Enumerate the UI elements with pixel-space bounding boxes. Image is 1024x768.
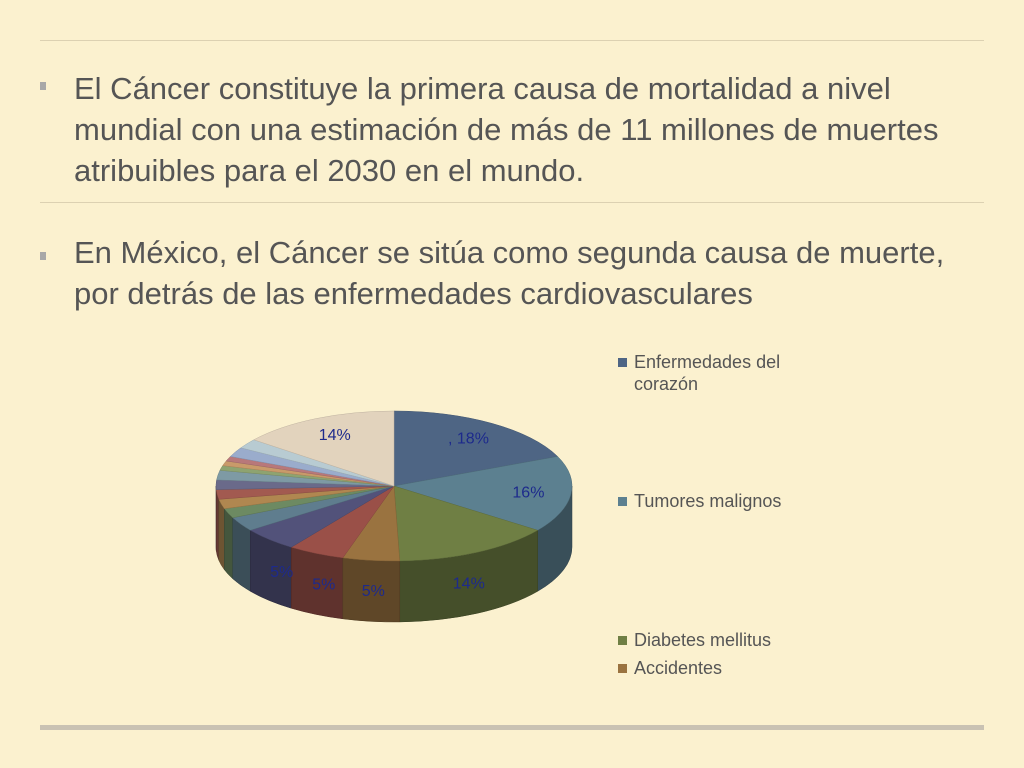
legend-label: Accidentes: [634, 658, 723, 678]
pie-slice-1: [393, 456, 573, 531]
bottom-divider: [40, 725, 984, 730]
pie-side-walls: [215, 485, 573, 623]
bullet-text: El Cáncer constituye la primera causa de…: [74, 71, 939, 188]
legend-swatch: [618, 636, 627, 645]
pie-slice-17: [253, 410, 395, 487]
pie-data-label-3: 5%: [362, 583, 385, 600]
legend-label: Diabetes mellitus: [634, 630, 772, 650]
top-divider: [40, 40, 984, 41]
pie-data-label-17: 14%: [319, 427, 351, 444]
pie-data-label-0: , 18%: [448, 430, 489, 447]
middle-divider: [40, 202, 984, 203]
pie-data-label-4: 5%: [312, 576, 335, 593]
pie-top: [215, 410, 573, 562]
bullet-marker: [40, 82, 46, 90]
pie-data-label-5: 5%: [270, 564, 293, 581]
pie-side-9: [215, 489, 220, 561]
bullet-marker: [40, 252, 46, 260]
legend-label: Tumores malignos: [634, 491, 782, 511]
pie-data-labels: , 18% 16% 14% 5% 5% 5% 14%: [270, 427, 544, 600]
bullet-text: En México, el Cáncer se sitúa como segun…: [74, 235, 945, 311]
legend-swatch: [618, 358, 627, 367]
bullet-1: El Cáncer constituye la primera causa de…: [40, 68, 990, 198]
pie-slice-0: [393, 410, 559, 487]
pie-data-label-2: 14%: [453, 576, 485, 593]
legend-label: Enfermedades del corazón: [634, 352, 781, 394]
legend-swatch: [618, 497, 627, 506]
pie-side-7: [224, 507, 233, 580]
pie-slice-2: [393, 485, 539, 562]
legend-swatch: [618, 664, 627, 673]
bullet-2: En México, el Cáncer se sitúa como segun…: [40, 232, 990, 322]
pie-side-8: [218, 499, 225, 571]
pie-data-label-1: 16%: [512, 484, 544, 501]
